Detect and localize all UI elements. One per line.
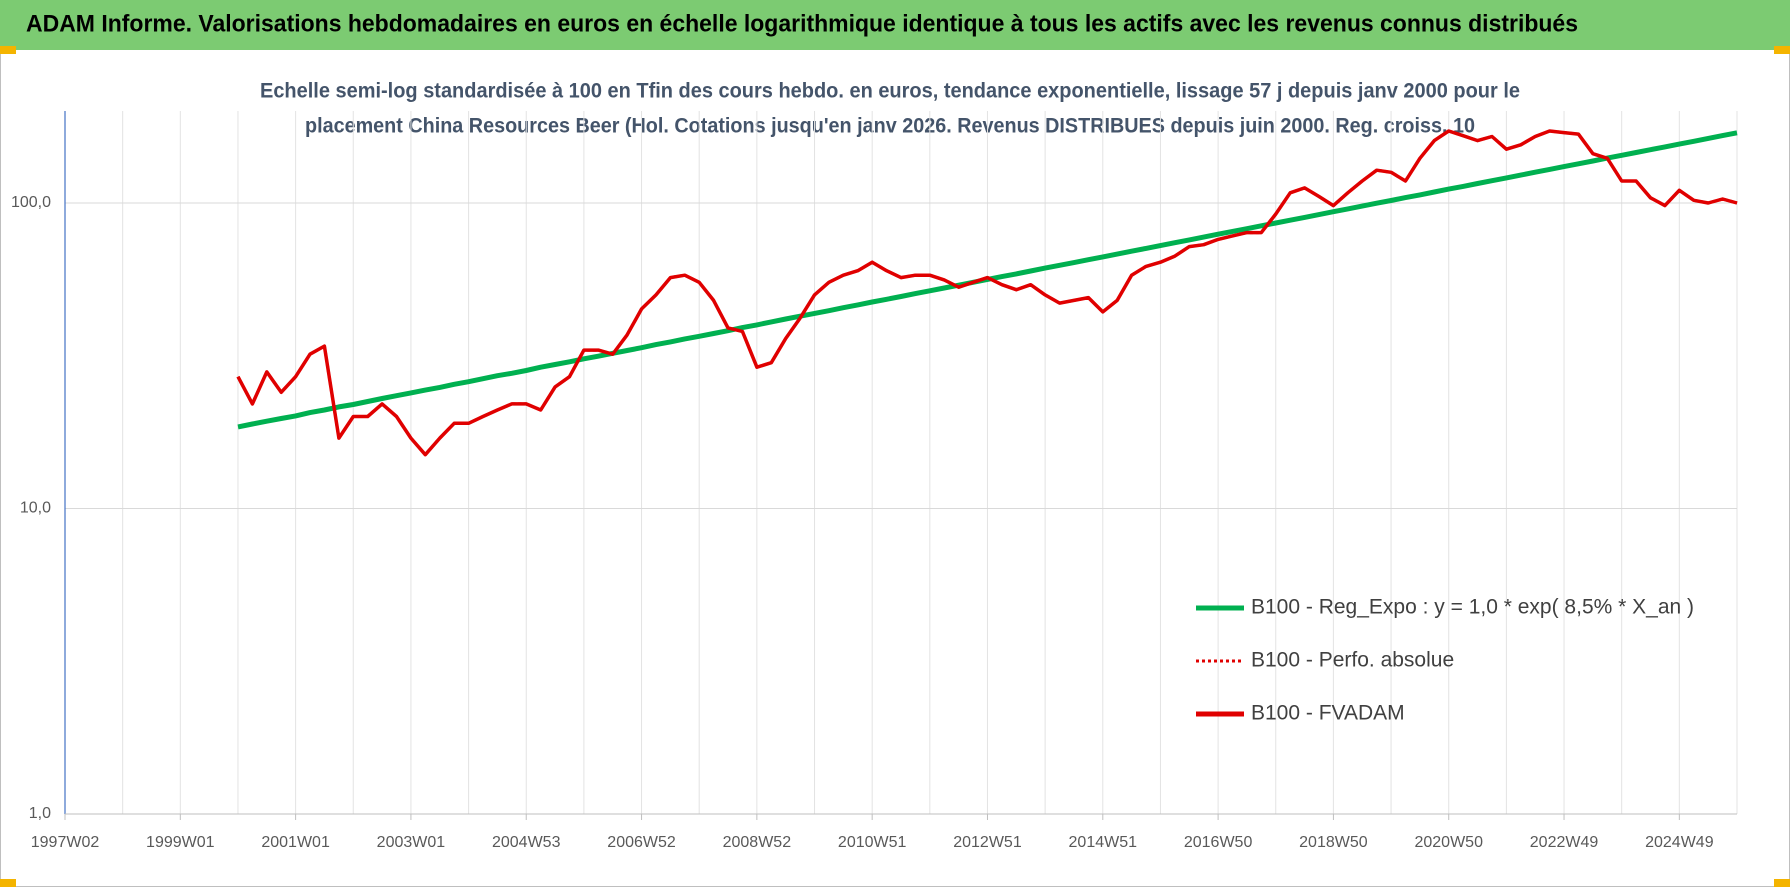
x-tick-label: 2020W50 — [1414, 834, 1483, 851]
legend-label: B100 - Reg_Expo : y = 1,0 * exp( 8,5% * … — [1251, 596, 1694, 619]
x-tick-label: 2003W01 — [377, 834, 446, 851]
chart-title: ADAM Informe. Valorisations hebdomadaire… — [26, 10, 1578, 37]
x-tick-label: 2010W51 — [838, 834, 907, 851]
title-bar — [0, 0, 1790, 50]
plot-area: 1,0 10,0 100,0 1997W02 1999W01 2001W01 2003W01… — [11, 111, 1738, 851]
x-tick-label: 2016W50 — [1184, 834, 1253, 851]
corner — [0, 879, 16, 887]
x-tick-label: 2014W51 — [1069, 834, 1138, 851]
x-tick-label: 2022W49 — [1530, 834, 1599, 851]
x-tick-label: 2018W50 — [1299, 834, 1368, 851]
y-tick-label: 1,0 — [29, 805, 51, 822]
corner — [1774, 879, 1790, 887]
series-line — [236, 129, 1738, 457]
legend-label: B100 - Perfo. absolue — [1251, 649, 1454, 672]
chart-subtitle: placement China Resources Beer (Hol. Cot… — [305, 115, 1475, 138]
x-tick-label: 1999W01 — [146, 834, 215, 851]
y-tick-label: 10,0 — [20, 500, 51, 517]
x-tick-label: 2024W49 — [1645, 834, 1714, 851]
chart-subtitle: Echelle semi-log standardisée à 100 en T… — [260, 80, 1520, 103]
x-tick-label: 1997W02 — [31, 834, 100, 851]
x-tick-label: 2008W52 — [723, 834, 792, 851]
x-tick-label: 2006W52 — [607, 834, 676, 851]
x-tick-label: 2001W01 — [261, 834, 330, 851]
corner — [0, 46, 16, 54]
x-tick-label: 2012W51 — [953, 834, 1022, 851]
y-tick-label: 100,0 — [11, 194, 51, 211]
legend-label: B100 - FVADAM — [1251, 702, 1405, 725]
corner — [1774, 46, 1790, 54]
x-tick-label: 2004W53 — [492, 834, 561, 851]
